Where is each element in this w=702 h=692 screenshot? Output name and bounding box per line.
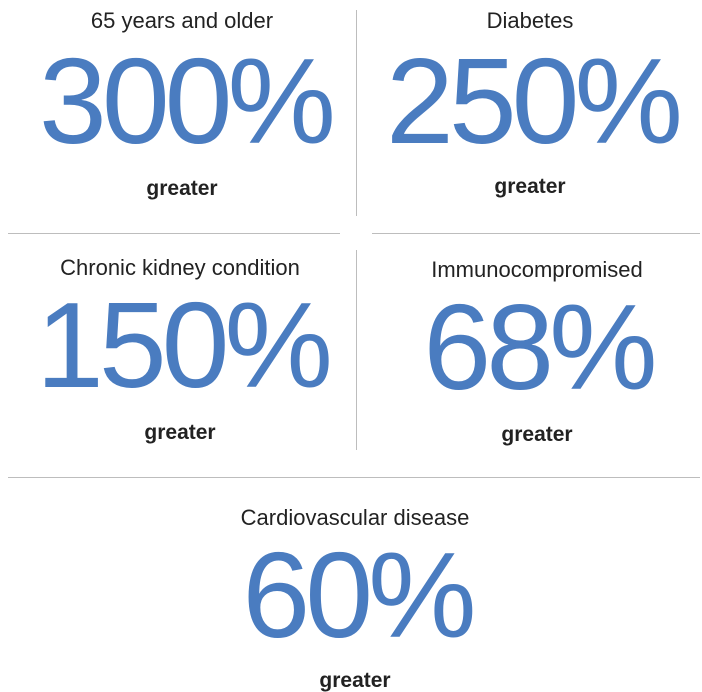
stat-value: 150% (35, 277, 333, 413)
stat-note: greater (319, 669, 391, 692)
divider (8, 233, 340, 234)
stat-note: greater (501, 423, 573, 446)
stat-label: Cardiovascular disease (240, 505, 470, 530)
divider (356, 250, 357, 450)
stat-value: 68% (423, 279, 657, 415)
divider (372, 233, 700, 234)
stat-value: 60% (242, 527, 476, 663)
stat-value: 250% (385, 33, 683, 169)
stat-label: Immunocompromised (431, 257, 643, 282)
stat-note: greater (144, 421, 216, 444)
stat-label: 65 years and older (90, 8, 274, 33)
stat-label: Diabetes (486, 8, 574, 33)
stat-note: greater (494, 175, 566, 198)
stat-note: greater (146, 177, 218, 200)
divider (356, 10, 357, 216)
stat-value: 300% (38, 33, 336, 169)
divider (8, 477, 700, 478)
stat-label: Chronic kidney condition (60, 255, 300, 280)
